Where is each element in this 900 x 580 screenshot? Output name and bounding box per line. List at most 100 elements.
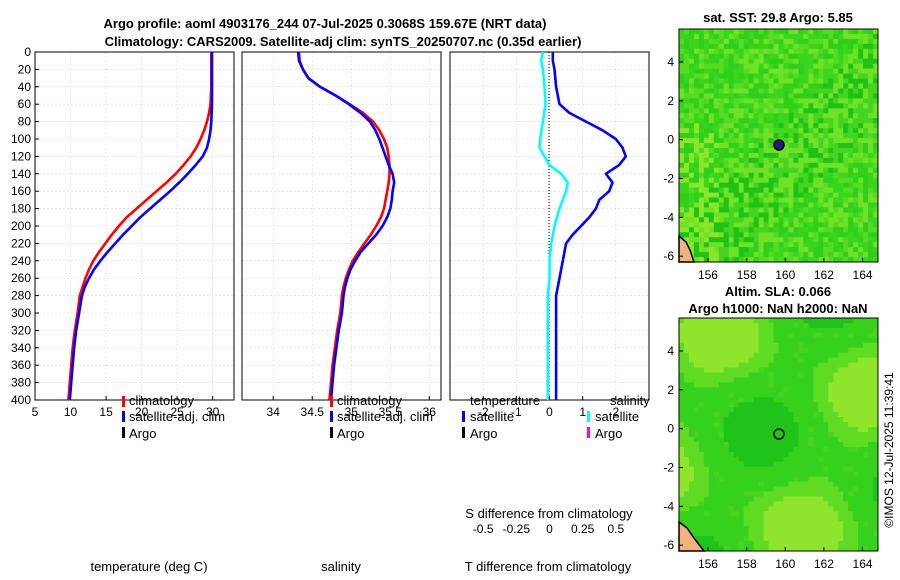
map-cell xyxy=(873,252,879,258)
map-cell xyxy=(818,466,824,473)
map-cell xyxy=(808,172,814,179)
map-cell xyxy=(798,432,804,438)
legend-label-s-argo: Argo xyxy=(595,426,622,441)
map-cell xyxy=(808,318,814,324)
map-cell xyxy=(778,162,784,169)
map-cell xyxy=(828,43,834,50)
map-cell xyxy=(848,73,854,79)
map-cell xyxy=(858,143,864,149)
map-cell xyxy=(873,192,879,198)
map-cell xyxy=(853,546,859,552)
map-cell xyxy=(738,88,745,94)
map-cell xyxy=(683,33,690,40)
map-cell xyxy=(733,392,740,398)
map-cell xyxy=(858,147,864,154)
map-cell xyxy=(848,138,854,144)
map-cell xyxy=(788,337,794,344)
map-cell xyxy=(823,511,829,517)
map-cell xyxy=(783,501,789,507)
map-cell xyxy=(803,362,809,368)
map-cell xyxy=(778,63,784,70)
map-cell xyxy=(753,207,760,213)
map-cell xyxy=(803,506,809,512)
map-cell xyxy=(843,182,849,189)
map-cell xyxy=(679,63,685,70)
map-cell xyxy=(738,29,745,35)
map-cell xyxy=(743,232,750,238)
map-cell xyxy=(778,88,784,94)
map-cell xyxy=(773,128,779,134)
map-cell xyxy=(723,516,730,522)
map-cell xyxy=(718,521,725,527)
map-cell xyxy=(763,63,769,70)
map-cell xyxy=(823,192,829,198)
map-cell xyxy=(723,242,730,248)
map-cell xyxy=(828,476,834,482)
map-cell xyxy=(693,29,700,35)
map-cell xyxy=(703,397,710,403)
map-cell xyxy=(838,481,844,487)
map-cell xyxy=(738,397,745,403)
map-cell xyxy=(848,237,854,243)
map-cell xyxy=(679,212,685,218)
map-cell xyxy=(708,407,715,413)
map-cell xyxy=(793,108,799,114)
map-cell xyxy=(798,412,804,418)
map-cell xyxy=(743,68,750,75)
map-cell xyxy=(748,48,755,55)
map-cell xyxy=(743,407,750,413)
map-cell xyxy=(693,422,700,428)
map-cell xyxy=(748,546,755,552)
map-cell xyxy=(778,98,784,104)
map-cell xyxy=(743,451,750,458)
map-cell xyxy=(733,481,740,487)
map-cell xyxy=(843,347,849,354)
map-cell xyxy=(698,227,705,233)
map-cell xyxy=(828,207,834,213)
map-cell xyxy=(728,486,735,492)
map-cell xyxy=(718,531,725,537)
map-cell xyxy=(773,108,779,114)
map-cell xyxy=(713,48,720,55)
map-cell xyxy=(843,372,849,378)
map-cell xyxy=(818,143,824,149)
map-cell xyxy=(873,526,879,532)
map-cell xyxy=(698,118,705,124)
map-cell xyxy=(718,436,725,443)
map-cell xyxy=(793,422,799,428)
map-cell xyxy=(788,138,794,144)
map-cell xyxy=(828,222,834,228)
map-cell xyxy=(768,491,774,497)
map-cell xyxy=(743,98,750,104)
map-cell xyxy=(863,417,869,423)
map-cell xyxy=(683,162,690,169)
map-cell xyxy=(873,53,879,60)
map-cell xyxy=(793,486,799,492)
map-cell xyxy=(868,63,874,70)
map-cell xyxy=(693,476,700,482)
map-cell xyxy=(683,318,690,324)
map-cell xyxy=(728,187,735,193)
map-cell xyxy=(868,68,874,75)
map-cell xyxy=(838,257,844,263)
map-cell xyxy=(683,98,690,104)
map-cell xyxy=(698,432,705,438)
map-cell xyxy=(853,108,859,114)
map-cell xyxy=(833,441,839,448)
map-cell xyxy=(708,88,715,94)
map-cell xyxy=(783,33,789,40)
map-cell xyxy=(778,192,784,198)
map-cell xyxy=(763,327,769,334)
map-cell xyxy=(688,118,695,124)
map-cell xyxy=(768,232,774,238)
map-cell xyxy=(703,521,710,527)
map-cell xyxy=(748,167,755,174)
map-cell xyxy=(693,491,700,497)
map-cell xyxy=(748,382,755,388)
map-cell xyxy=(713,167,720,174)
map-cell xyxy=(758,123,764,129)
map-cell xyxy=(803,476,809,482)
map-cell xyxy=(698,377,705,383)
map-cell xyxy=(679,93,685,99)
map-cell xyxy=(748,387,755,393)
